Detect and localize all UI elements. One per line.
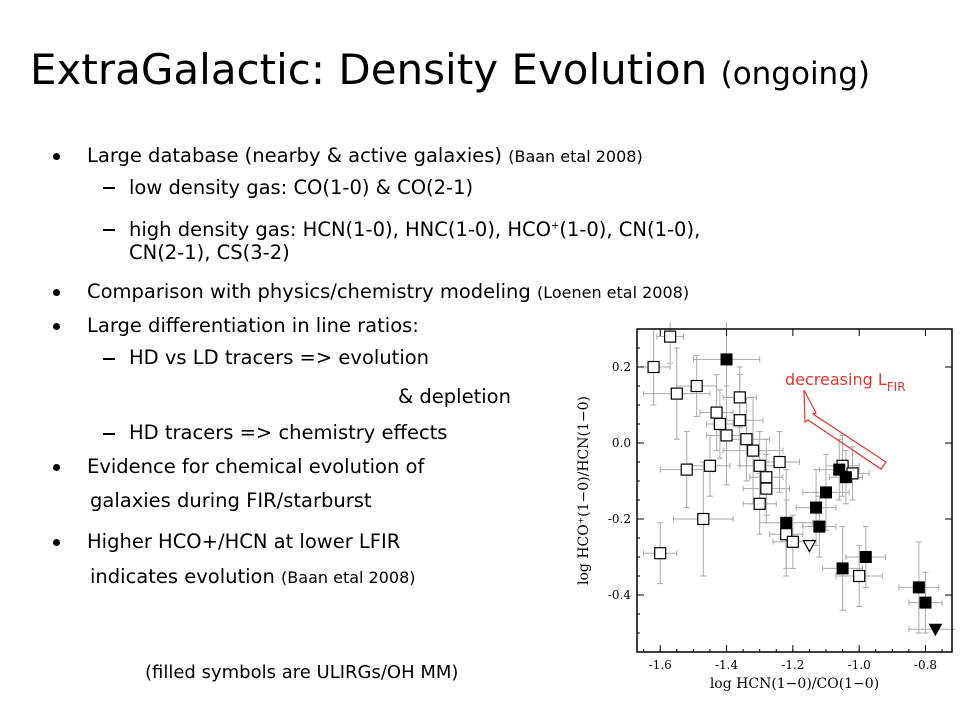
open-square-marker (733, 414, 746, 427)
y-axis-label: log HCO⁺(1−0)/HCN(1−0) (576, 396, 592, 585)
filled-square-marker (836, 562, 849, 575)
title-main: ExtraGalactic: Density Evolution (30, 45, 708, 94)
bullet-dot (53, 323, 60, 330)
open-triangle-marker (802, 540, 817, 553)
superscript: + (550, 220, 560, 232)
annotation-arrow (803, 389, 887, 470)
x-tick-label: -0.8 (914, 658, 937, 672)
sub-hd-vs-ld-cont: & depletion (398, 385, 511, 408)
y-tick-label: 0.0 (612, 436, 631, 450)
open-square-marker (753, 497, 766, 510)
bullet-dot (53, 539, 60, 546)
sub-text: high density gas: HCN(1-0), HNC(1-0), HC… (129, 218, 551, 241)
figure-caption: (filled symbols are ULIRGs/OH MM) (145, 662, 459, 683)
filled-square-marker (859, 551, 872, 563)
filled-triangle-marker (928, 623, 943, 637)
scatter-plot: -1.6 -1.4 -1.2 -1.0 -0.8 -0.4 -0.2 0.0 0.2 log H… (576, 322, 955, 692)
y-tick-label: 0.2 (612, 360, 631, 374)
sub-hd-tracers: HD tracers => chemistry effects (129, 421, 448, 444)
open-square-marker (720, 429, 733, 442)
bullet-dot (53, 153, 60, 160)
bullet-higher-ratio-cont: indicates evolution (Baan etal 2008) (90, 564, 416, 591)
x-tick-label: -1.6 (649, 658, 672, 672)
filled-square-marker (720, 353, 733, 366)
sub-low-density: low density gas: CO(1-0) & CO(2-1) (129, 176, 474, 199)
sub-dash (103, 229, 115, 231)
open-square-marker (710, 406, 723, 419)
bullet-ref: (Baan etal 2008) (508, 147, 643, 166)
x-tick-label: -1.4 (715, 658, 739, 672)
open-square-marker (773, 455, 786, 469)
open-square-marker (654, 547, 667, 560)
arrow-shape (803, 389, 887, 470)
open-square-marker (733, 391, 746, 404)
open-square-marker (753, 459, 766, 472)
filled-square-marker (919, 596, 932, 609)
annotation-main: decreasing L (785, 370, 887, 389)
y-tick-label: -0.4 (608, 588, 632, 602)
bullet-evidence-cont: galaxies during FIR/starburst (90, 489, 372, 512)
filled-square-marker (813, 520, 826, 533)
bullet-differentiation: Large differentiation in line ratios: (87, 314, 419, 337)
sub-text: (1-0), CN(1-0), (559, 218, 701, 241)
sub-high-density: high density gas: HCN(1-0), HNC(1-0), HC… (129, 217, 700, 243)
open-square-marker (647, 360, 660, 374)
open-square-marker (703, 459, 717, 472)
bullet-evidence: Evidence for chemical evolution of (87, 455, 425, 478)
open-square-marker (690, 379, 703, 393)
open-square-marker (760, 482, 773, 495)
sub-hd-vs-ld: HD vs LD tracers => evolution (129, 346, 430, 369)
bullet-text: Large database (nearby & active galaxies… (87, 144, 503, 167)
open-square-marker (713, 417, 726, 431)
sub-dash (103, 187, 115, 189)
data-markers (647, 330, 943, 637)
bullet-comparison: Comparison with physics/chemistry modeli… (87, 279, 689, 306)
filled-square-marker (780, 516, 793, 529)
open-square-marker (760, 471, 773, 484)
annotation-text: decreasing LFIR (785, 370, 906, 394)
sub-dash (103, 433, 115, 435)
bullet-database: Large database (nearby & active galaxies… (87, 143, 643, 170)
bullet-text: Comparison with physics/chemistry modeli… (87, 280, 531, 303)
sub-high-density-cont: CN(2-1), CS(3-2) (129, 241, 290, 264)
open-square-marker (670, 387, 683, 400)
x-axis-label: log HCN(1−0)/CO(1−0) (710, 676, 879, 692)
plot-frame (636, 328, 953, 653)
bullet-ref: (Baan etal 2008) (281, 568, 416, 587)
sub-dash (103, 358, 115, 360)
error-bars (636, 322, 955, 634)
open-square-marker (680, 463, 693, 476)
open-square-marker (697, 512, 710, 526)
filled-square-marker (833, 463, 846, 476)
filled-square-marker (810, 501, 823, 514)
open-square-marker (740, 433, 753, 446)
x-tick-label: -1.0 (848, 658, 871, 672)
slide-title: ExtraGalactic: Density Evolution (ongoin… (30, 40, 950, 104)
filled-square-marker (839, 471, 852, 484)
annotation-sub: FIR (887, 380, 906, 394)
x-tick-label: -1.2 (781, 658, 804, 672)
open-square-marker (664, 330, 677, 343)
title-sub: (ongoing) (720, 56, 870, 92)
filled-square-marker (820, 486, 832, 499)
bullet-higher-ratio: Higher HCO+/HCN at lower LFIR (87, 530, 401, 553)
bullet-ref: (Loenen etal 2008) (536, 283, 690, 302)
y-tick-label: -0.2 (608, 512, 631, 526)
bullet-dot (53, 464, 60, 471)
filled-square-marker (912, 581, 925, 594)
open-square-marker (786, 535, 799, 548)
bullet-dot (53, 289, 60, 296)
open-square-marker (853, 569, 866, 583)
bullet-text: indicates evolution (90, 565, 275, 588)
open-square-marker (746, 444, 760, 457)
axis-ticks: -1.6 -1.4 -1.2 -1.0 -0.8 -0.4 -0.2 0.0 0.2 (608, 329, 952, 672)
